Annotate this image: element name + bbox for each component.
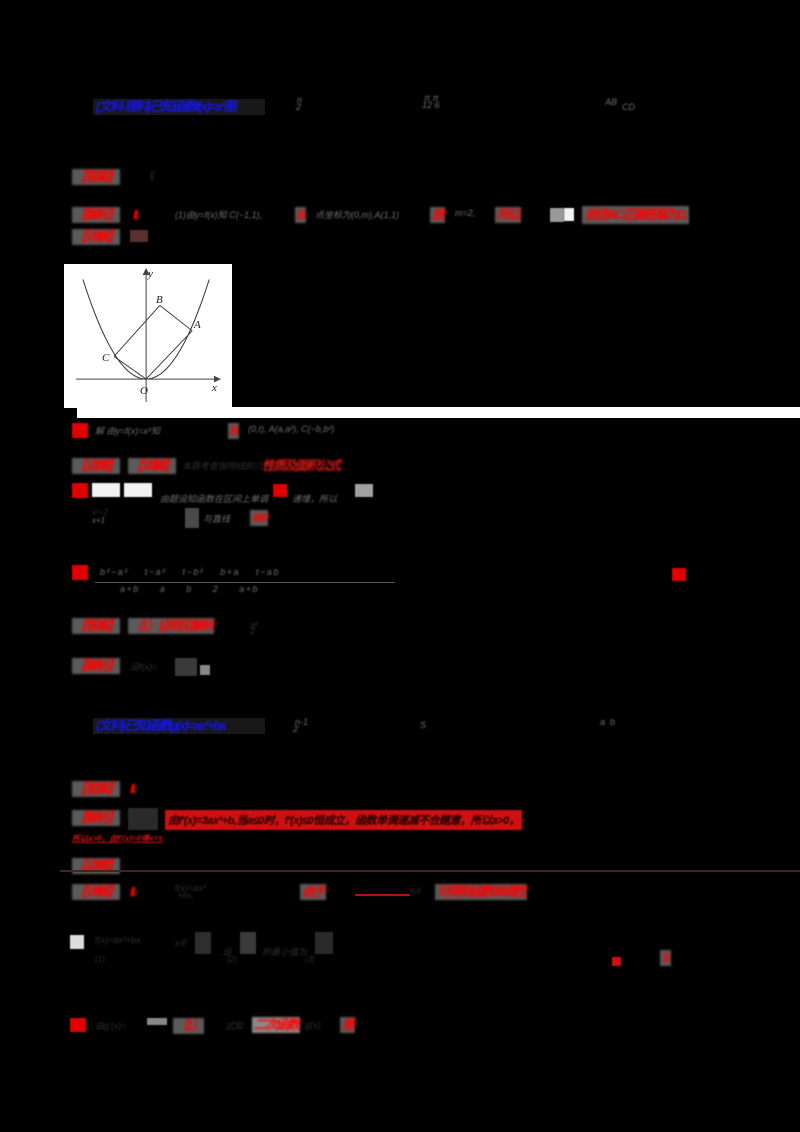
svg-text:O: O — [140, 385, 148, 397]
svg-text:C: C — [102, 352, 110, 364]
svg-text:y: y — [147, 268, 153, 280]
svg-text:B: B — [156, 294, 163, 306]
svg-text:A: A — [193, 319, 201, 331]
svg-text:x: x — [211, 382, 217, 394]
